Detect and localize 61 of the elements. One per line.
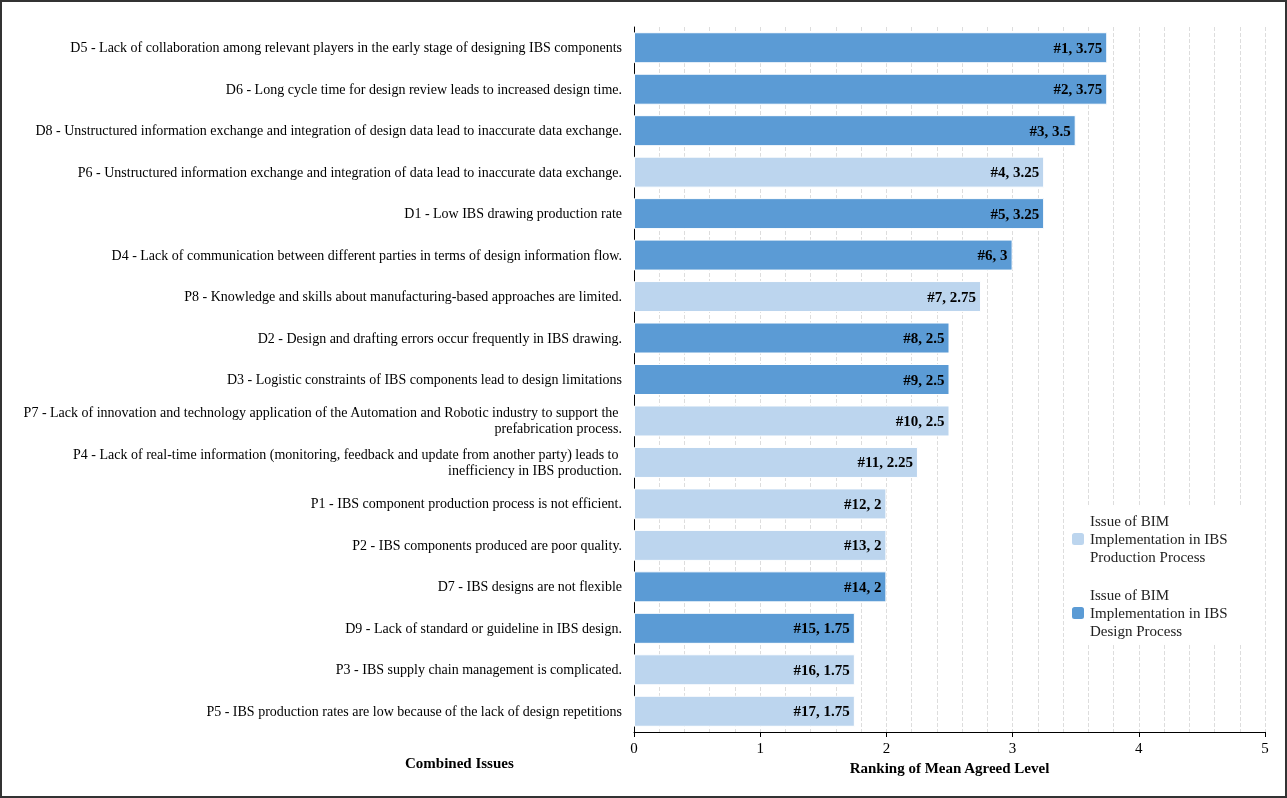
y-tick-label: P3 - IBS supply chain management is complicated. (335, 662, 622, 678)
x-tick-label: 0 (630, 739, 638, 756)
data-label: #15, 1.75 (793, 620, 850, 637)
data-label: #16, 1.75 (793, 661, 850, 678)
x-tick-label: 3 (1008, 739, 1017, 756)
bar (634, 73, 1108, 105)
y-tick-label: D4 - Lack of communication between different parties in terms of design information flow. (111, 247, 622, 263)
legend-label: Issue of BIM Implementation in IBS Design Process (1090, 587, 1232, 639)
x-tick-label: 4 (1135, 739, 1144, 756)
data-label: #12, 2 (843, 495, 882, 512)
y-tick-label: P1 - IBS component production process is not efficient. (310, 496, 622, 512)
bar (634, 364, 950, 395)
data-label: #4, 3.25 (990, 164, 1040, 181)
y-tick-label: D2 - Design and drafting errors occur frequently in IBS drawing. (257, 330, 622, 346)
bar (634, 115, 1076, 147)
y-tick-label: P8 - Knowledge and skills about manufacturing-based approaches are limited. (184, 289, 622, 305)
y-tick-label: P5 - IBS production rates are low because of the lack of design repetitions (206, 703, 622, 719)
data-label: #11, 2.25 (857, 454, 913, 471)
x-tick-label: 2 (882, 739, 891, 756)
data-label: #7, 2.75 (927, 288, 977, 305)
data-label: #1, 3.75 (1053, 39, 1103, 56)
data-label: #6, 3 (977, 247, 1008, 264)
bar (634, 571, 887, 603)
y-tick-label: D3 - Logistic constraints of IBS components lead to design limitations (226, 372, 622, 387)
data-label: #8, 2.5 (903, 330, 945, 347)
bar (634, 695, 855, 727)
bar (634, 239, 1013, 271)
bar (634, 32, 1108, 64)
data-label: #10, 2.5 (895, 412, 945, 429)
data-label: #2, 3.75 (1053, 81, 1103, 98)
data-label: #14, 2 (843, 578, 882, 595)
bar (634, 156, 1045, 188)
bar (634, 322, 950, 354)
bar (634, 612, 855, 644)
data-label: #17, 1.75 (793, 703, 850, 720)
x-tick-label: 5 (1261, 739, 1269, 756)
y-tick-label: P7 - Lack of innovation and technology application of the Automation and Robotic industry to support the prefabrication process. (23, 405, 622, 437)
y-tick-label: D8 - Unstructured information exchange and integration of design data lead to inaccurate data exchange. (35, 123, 622, 139)
bar (634, 281, 982, 313)
data-label: #9, 2.5 (903, 371, 945, 388)
y-tick-label: D9 - Lack of standard or guideline in IBS design. (345, 620, 622, 636)
y-tick-label: P2 - IBS components produced are poor quality. (352, 537, 622, 553)
data-label: #13, 2 (843, 537, 882, 554)
y-tick-label: P4 - Lack of real-time information (monitoring, feedback and update from another party) leads to inefficiency in IBS production. (73, 446, 622, 478)
y-tick-label: D6 - Long cycle time for design review leads to increased design time. (225, 81, 622, 97)
y-tick-label: D1 - Low IBS drawing production rate (404, 206, 622, 222)
y-tick-label: P6 - Unstructured information exchange and integration of data lead to inaccurate data exchange. (77, 164, 622, 180)
y-tick-label: D7 - IBS designs are not flexible (437, 579, 622, 595)
bar (634, 198, 1045, 230)
x-axis-title: Ranking of Mean Agreed Level (849, 759, 1050, 776)
x-tick-label: 1 (756, 739, 764, 756)
bar (634, 405, 950, 437)
bar (634, 488, 887, 520)
bar (634, 446, 918, 478)
bar (634, 654, 855, 686)
y-tick-label: D5 - Lack of collaboration among relevant players in the early stage of designing IBS components (70, 40, 622, 56)
data-label: #5, 3.25 (990, 205, 1040, 222)
bar (634, 529, 887, 561)
y-axis-title: Combined Issues (405, 754, 514, 771)
data-label: #3, 3.5 (1029, 122, 1071, 139)
legend-label: Issue of BIM Implementation in IBS Production Process (1090, 513, 1232, 565)
